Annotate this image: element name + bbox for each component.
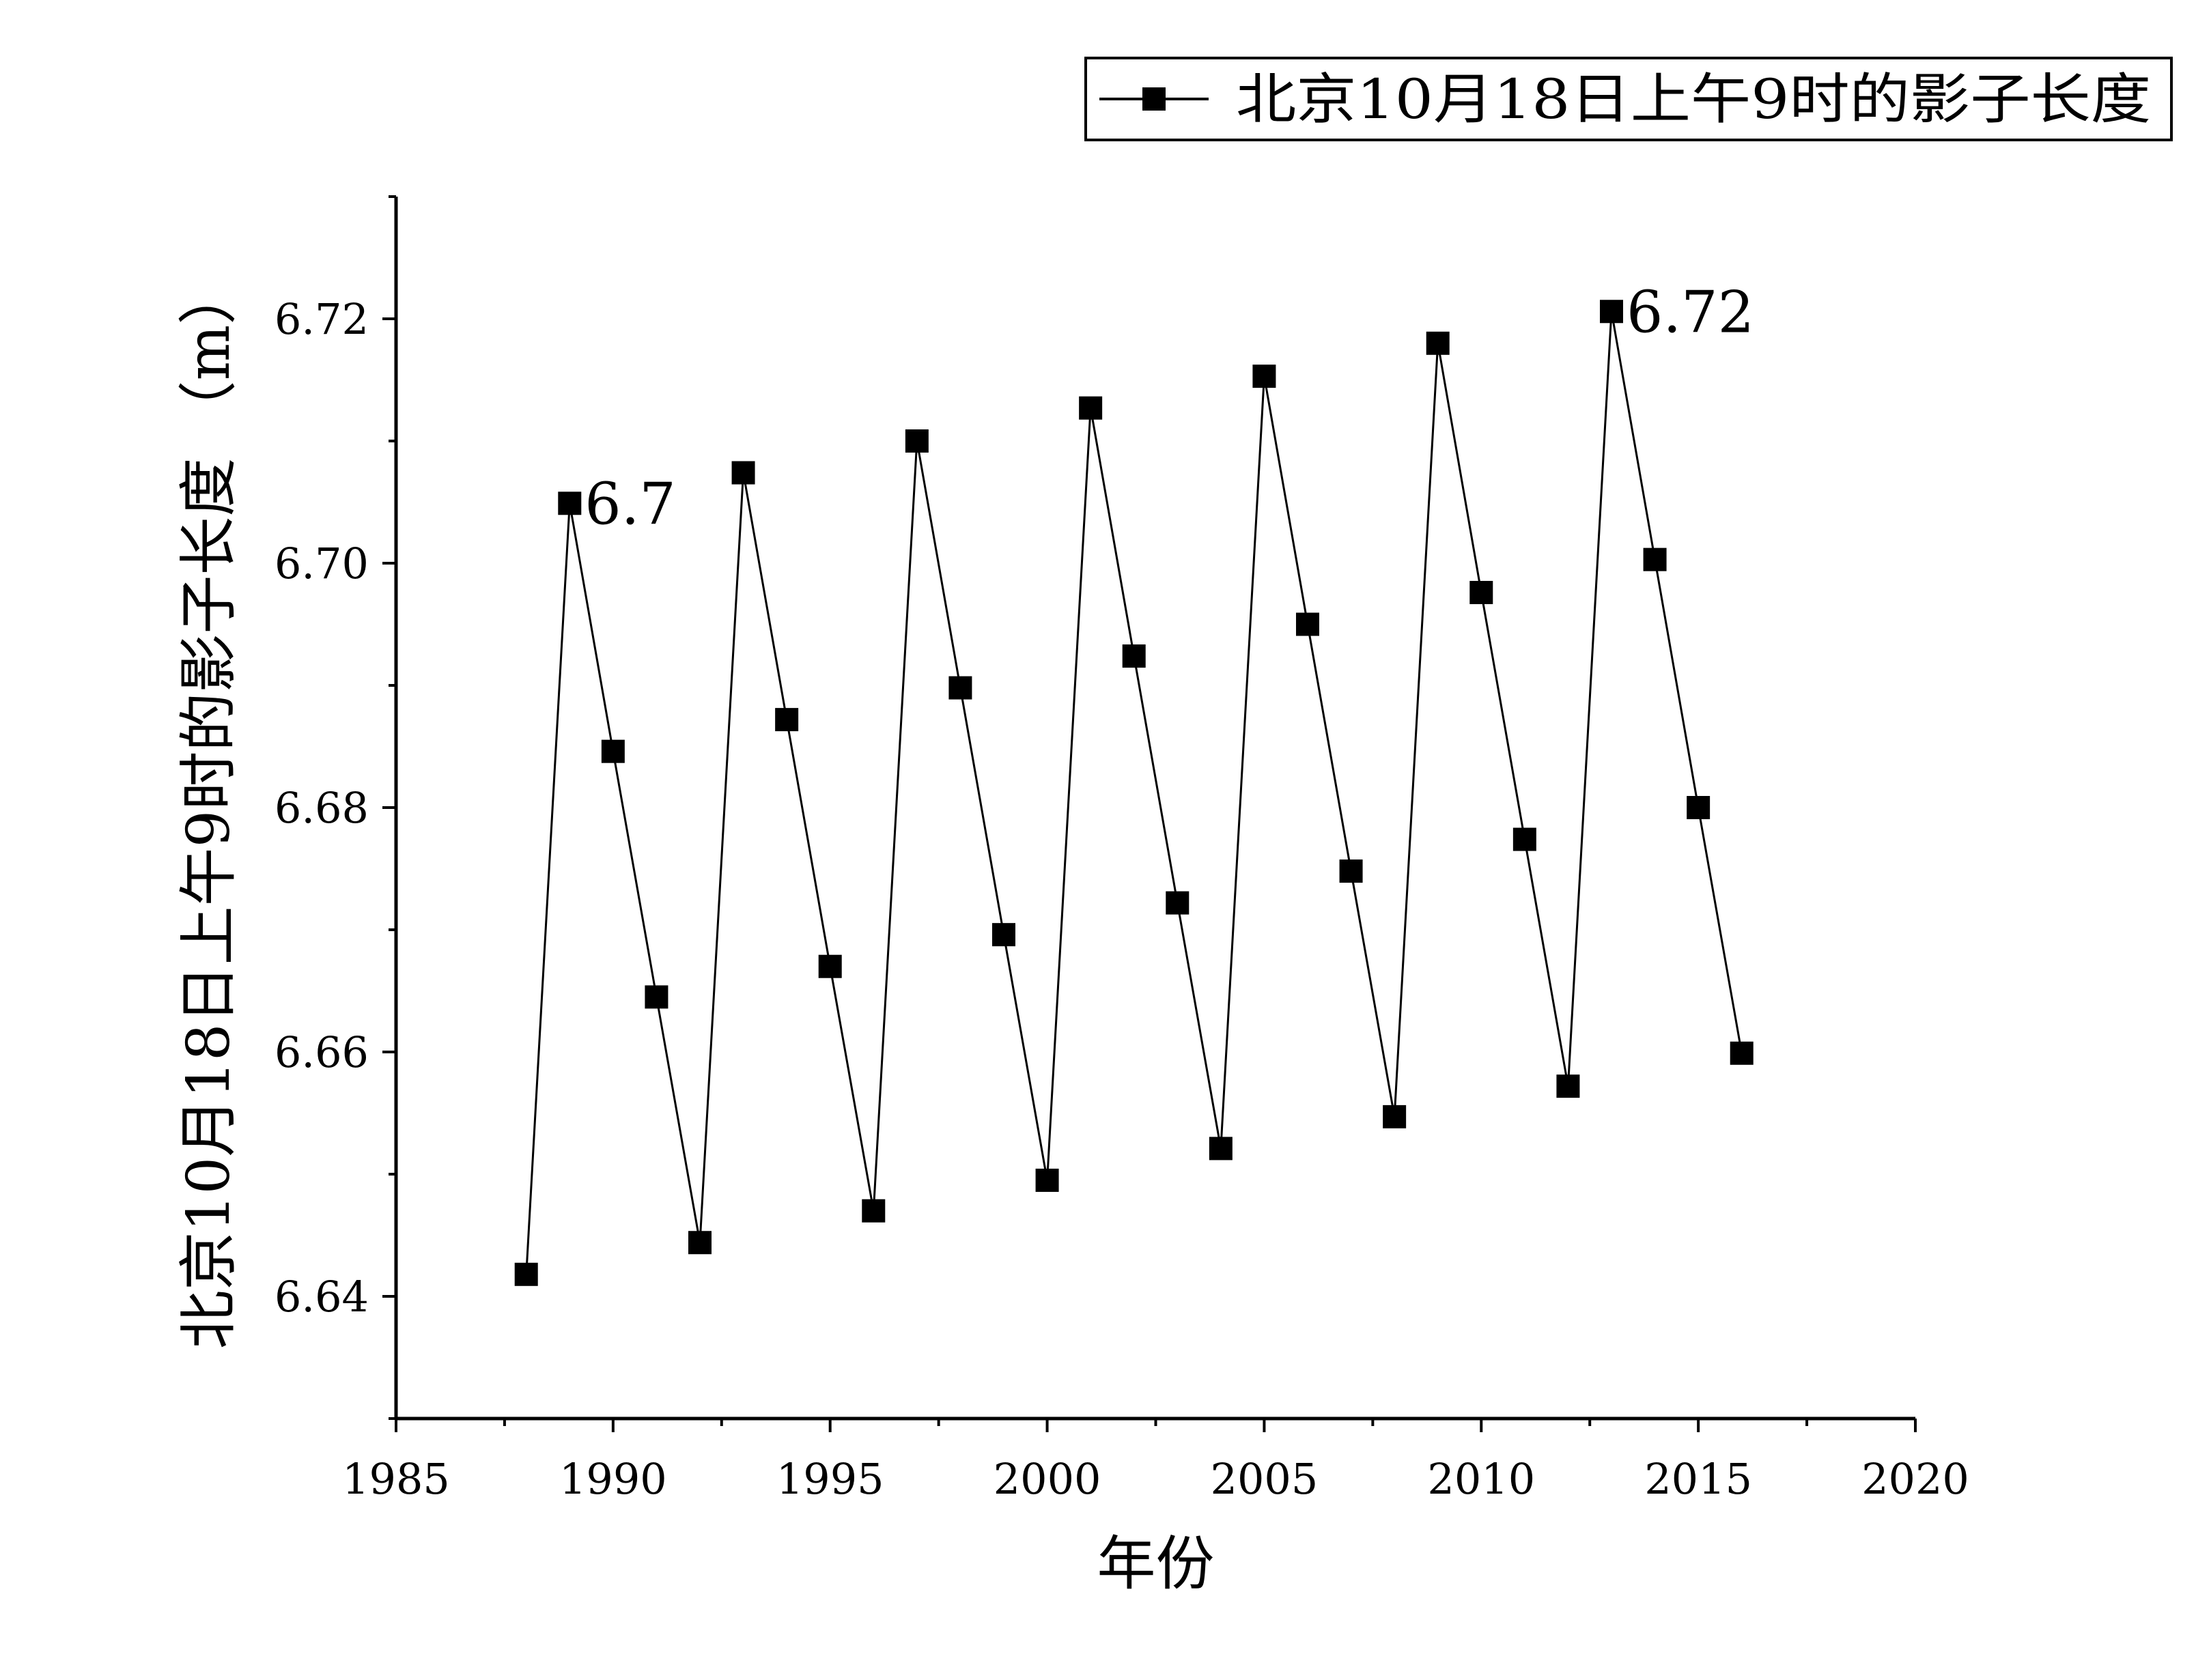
data-point xyxy=(514,1262,538,1286)
data-point xyxy=(1512,827,1536,851)
legend-label: 北京10月18日上午9时的影子长度 xyxy=(1236,68,2151,131)
legend: 北京10月18日上午9时的影子长度 xyxy=(1084,57,2173,141)
x-tick-label: 2015 xyxy=(1644,1454,1752,1504)
y-tick-label: 6.72 xyxy=(274,294,369,344)
data-point xyxy=(948,676,972,700)
x-tick-label: 1985 xyxy=(342,1454,450,1504)
data-point xyxy=(1122,644,1146,668)
data-point xyxy=(1600,300,1623,324)
y-tick-label: 6.64 xyxy=(274,1272,369,1322)
x-tick-label: 2005 xyxy=(1211,1454,1319,1504)
data-point xyxy=(1556,1074,1580,1098)
data-point xyxy=(905,429,929,453)
data-point xyxy=(688,1231,712,1255)
data-point xyxy=(601,739,625,763)
data-point xyxy=(1469,580,1493,604)
x-tick-label: 2010 xyxy=(1427,1454,1535,1504)
ticks xyxy=(382,195,1917,1432)
x-tick-label: 2020 xyxy=(1861,1454,1969,1504)
data-point xyxy=(1296,612,1319,636)
data-point xyxy=(818,954,842,978)
data-point xyxy=(1209,1137,1233,1161)
x-tick-label: 2000 xyxy=(994,1454,1101,1504)
y-tick-label: 6.70 xyxy=(274,539,369,588)
data-point xyxy=(862,1199,886,1223)
data-label: 6.72 xyxy=(1627,279,1754,345)
data-point xyxy=(1339,859,1363,883)
x-tick-label: 1990 xyxy=(559,1454,667,1504)
x-tick-label: 1995 xyxy=(776,1454,884,1504)
data-point xyxy=(731,461,755,485)
data-point xyxy=(558,492,582,515)
data-point xyxy=(1730,1041,1754,1065)
y-axis-title: 北京10月18日上午9时的影子长度 （m） xyxy=(175,266,243,1349)
data-point xyxy=(1035,1168,1059,1192)
data-point xyxy=(1383,1105,1407,1128)
legend-marker-sample xyxy=(1142,87,1166,111)
data-point xyxy=(1079,396,1103,420)
data-label: 6.7 xyxy=(585,470,676,537)
plot-area: 6.7 6.72 xyxy=(514,279,1754,1286)
data-point xyxy=(1643,547,1667,571)
data-point xyxy=(1687,796,1711,819)
data-point xyxy=(645,985,668,1009)
y-tick-label: 6.66 xyxy=(274,1027,369,1077)
data-point xyxy=(992,923,1015,947)
data-point xyxy=(1426,331,1450,355)
data-point xyxy=(775,708,799,732)
data-point xyxy=(1252,365,1276,388)
tick-labels: 1985 1990 1995 2000 2005 2010 2015 2020 6.64 6.66… xyxy=(274,294,1969,1504)
x-axis-title: 年份 xyxy=(1097,1530,1215,1598)
legend-box xyxy=(1084,57,2173,141)
y-tick-label: 6.68 xyxy=(274,783,369,833)
series-line xyxy=(525,311,1743,1275)
data-point xyxy=(1166,891,1190,915)
